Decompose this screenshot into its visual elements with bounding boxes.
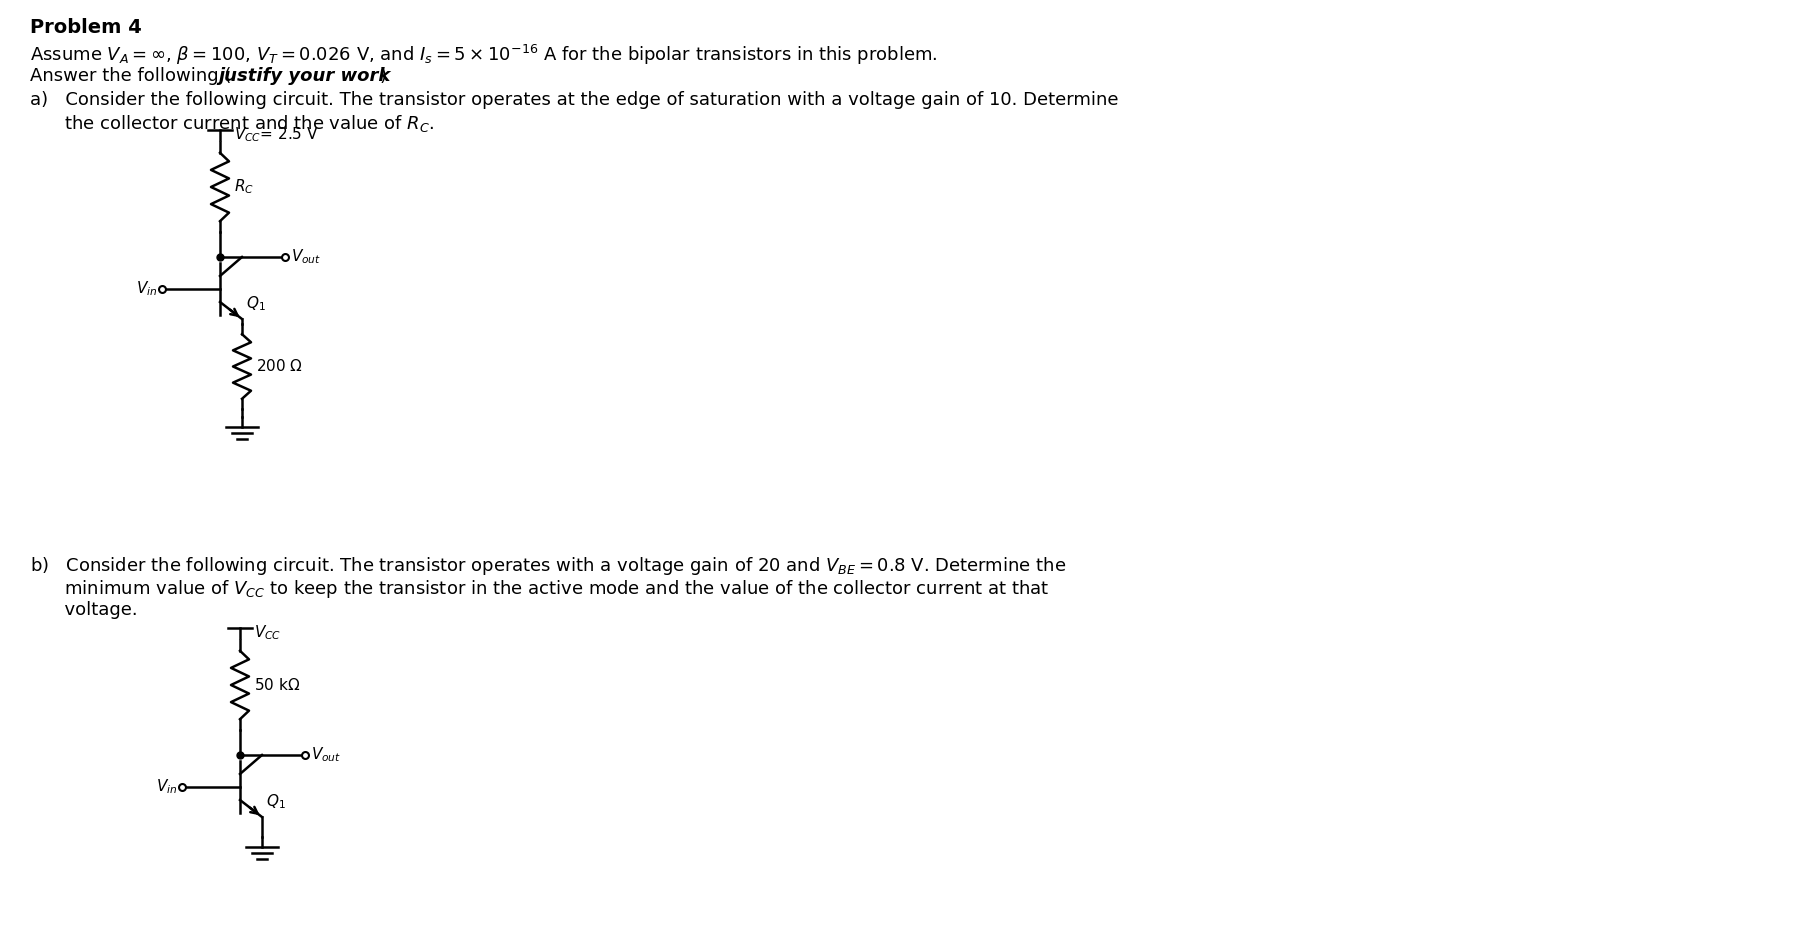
Text: Answer the following (: Answer the following ( — [31, 67, 231, 85]
Text: Problem 4: Problem 4 — [31, 18, 141, 37]
Text: justify your work: justify your work — [219, 67, 390, 85]
Text: ): ) — [379, 67, 387, 85]
Text: $V_{out}$: $V_{out}$ — [291, 247, 322, 266]
Text: $V_{out}$: $V_{out}$ — [311, 746, 342, 764]
Text: minimum value of $V_{CC}$ to keep the transistor in the active mode and the valu: minimum value of $V_{CC}$ to keep the tr… — [31, 578, 1048, 600]
Text: the collector current and the value of $R_C$.: the collector current and the value of $… — [31, 113, 434, 134]
Text: Assume $V_A = \infty$, $\beta = 100$, $V_T = 0.026$ V, and $I_s = 5 \times 10^{-: Assume $V_A = \infty$, $\beta = 100$, $V… — [31, 43, 938, 67]
Text: $Q_1$: $Q_1$ — [266, 792, 286, 811]
Text: b)   Consider the following circuit. The transistor operates with a voltage gain: b) Consider the following circuit. The t… — [31, 555, 1066, 577]
Text: a)   Consider the following circuit. The transistor operates at the edge of satu: a) Consider the following circuit. The t… — [31, 91, 1119, 109]
Text: $V_{CC}$: $V_{CC}$ — [253, 624, 282, 643]
Text: voltage.: voltage. — [31, 601, 137, 619]
Text: $R_C$: $R_C$ — [233, 178, 253, 196]
Text: $V_{in}$: $V_{in}$ — [136, 280, 157, 299]
Text: $V_{CC}$= 2.5 V: $V_{CC}$= 2.5 V — [233, 126, 318, 144]
Text: 50 k$\Omega$: 50 k$\Omega$ — [253, 677, 300, 693]
Text: $V_{in}$: $V_{in}$ — [155, 777, 177, 796]
Text: $Q_1$: $Q_1$ — [246, 294, 266, 312]
Text: 200 $\Omega$: 200 $\Omega$ — [257, 358, 304, 374]
